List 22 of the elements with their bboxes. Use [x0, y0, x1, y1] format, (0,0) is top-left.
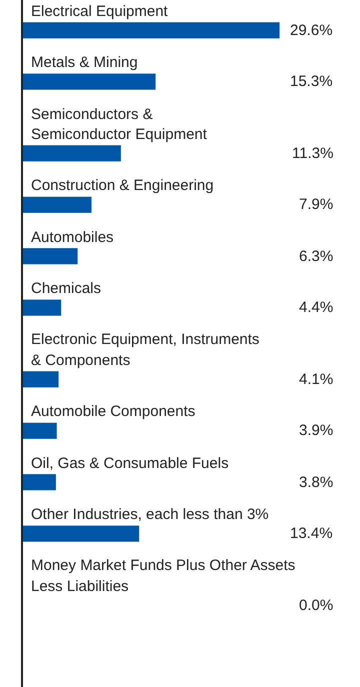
data-label: 3.9% — [299, 422, 334, 439]
data-label: 4.1% — [299, 371, 334, 388]
data-label: 6.3% — [299, 248, 334, 265]
y-tick-label: Chemicals — [31, 280, 102, 297]
data-label: 7.9% — [299, 196, 334, 213]
data-label: 4.4% — [299, 299, 334, 316]
y-tick-label: Automobile Components — [31, 403, 196, 420]
data-label: 29.6% — [290, 22, 333, 39]
y-tick-label: Oil, Gas & Consumable Fuels — [31, 455, 229, 472]
y-tick-label: Automobiles — [31, 229, 114, 246]
y-tick-label: Electrical Equipment — [31, 3, 169, 20]
y-tick-label: Semiconductors & Semiconductor Equipment — [31, 106, 208, 143]
data-label: 15.3% — [290, 73, 333, 90]
data-label: 13.4% — [290, 525, 333, 542]
y-tick-label: Money Market Funds Plus Other Assets Less Liabilities — [31, 557, 296, 595]
data-label: 0.0% — [299, 597, 334, 614]
data-label: 3.8% — [299, 474, 334, 491]
y-tick-label: Other Industries, each less than 3% — [31, 506, 269, 523]
y-tick-label: Construction & Engineering — [31, 177, 214, 194]
data-label: 11.3% — [292, 145, 334, 162]
y-tick-label: Electronic Equipment, Instruments & Components — [31, 331, 260, 369]
y-tick-label: Metals & Mining — [31, 54, 138, 71]
